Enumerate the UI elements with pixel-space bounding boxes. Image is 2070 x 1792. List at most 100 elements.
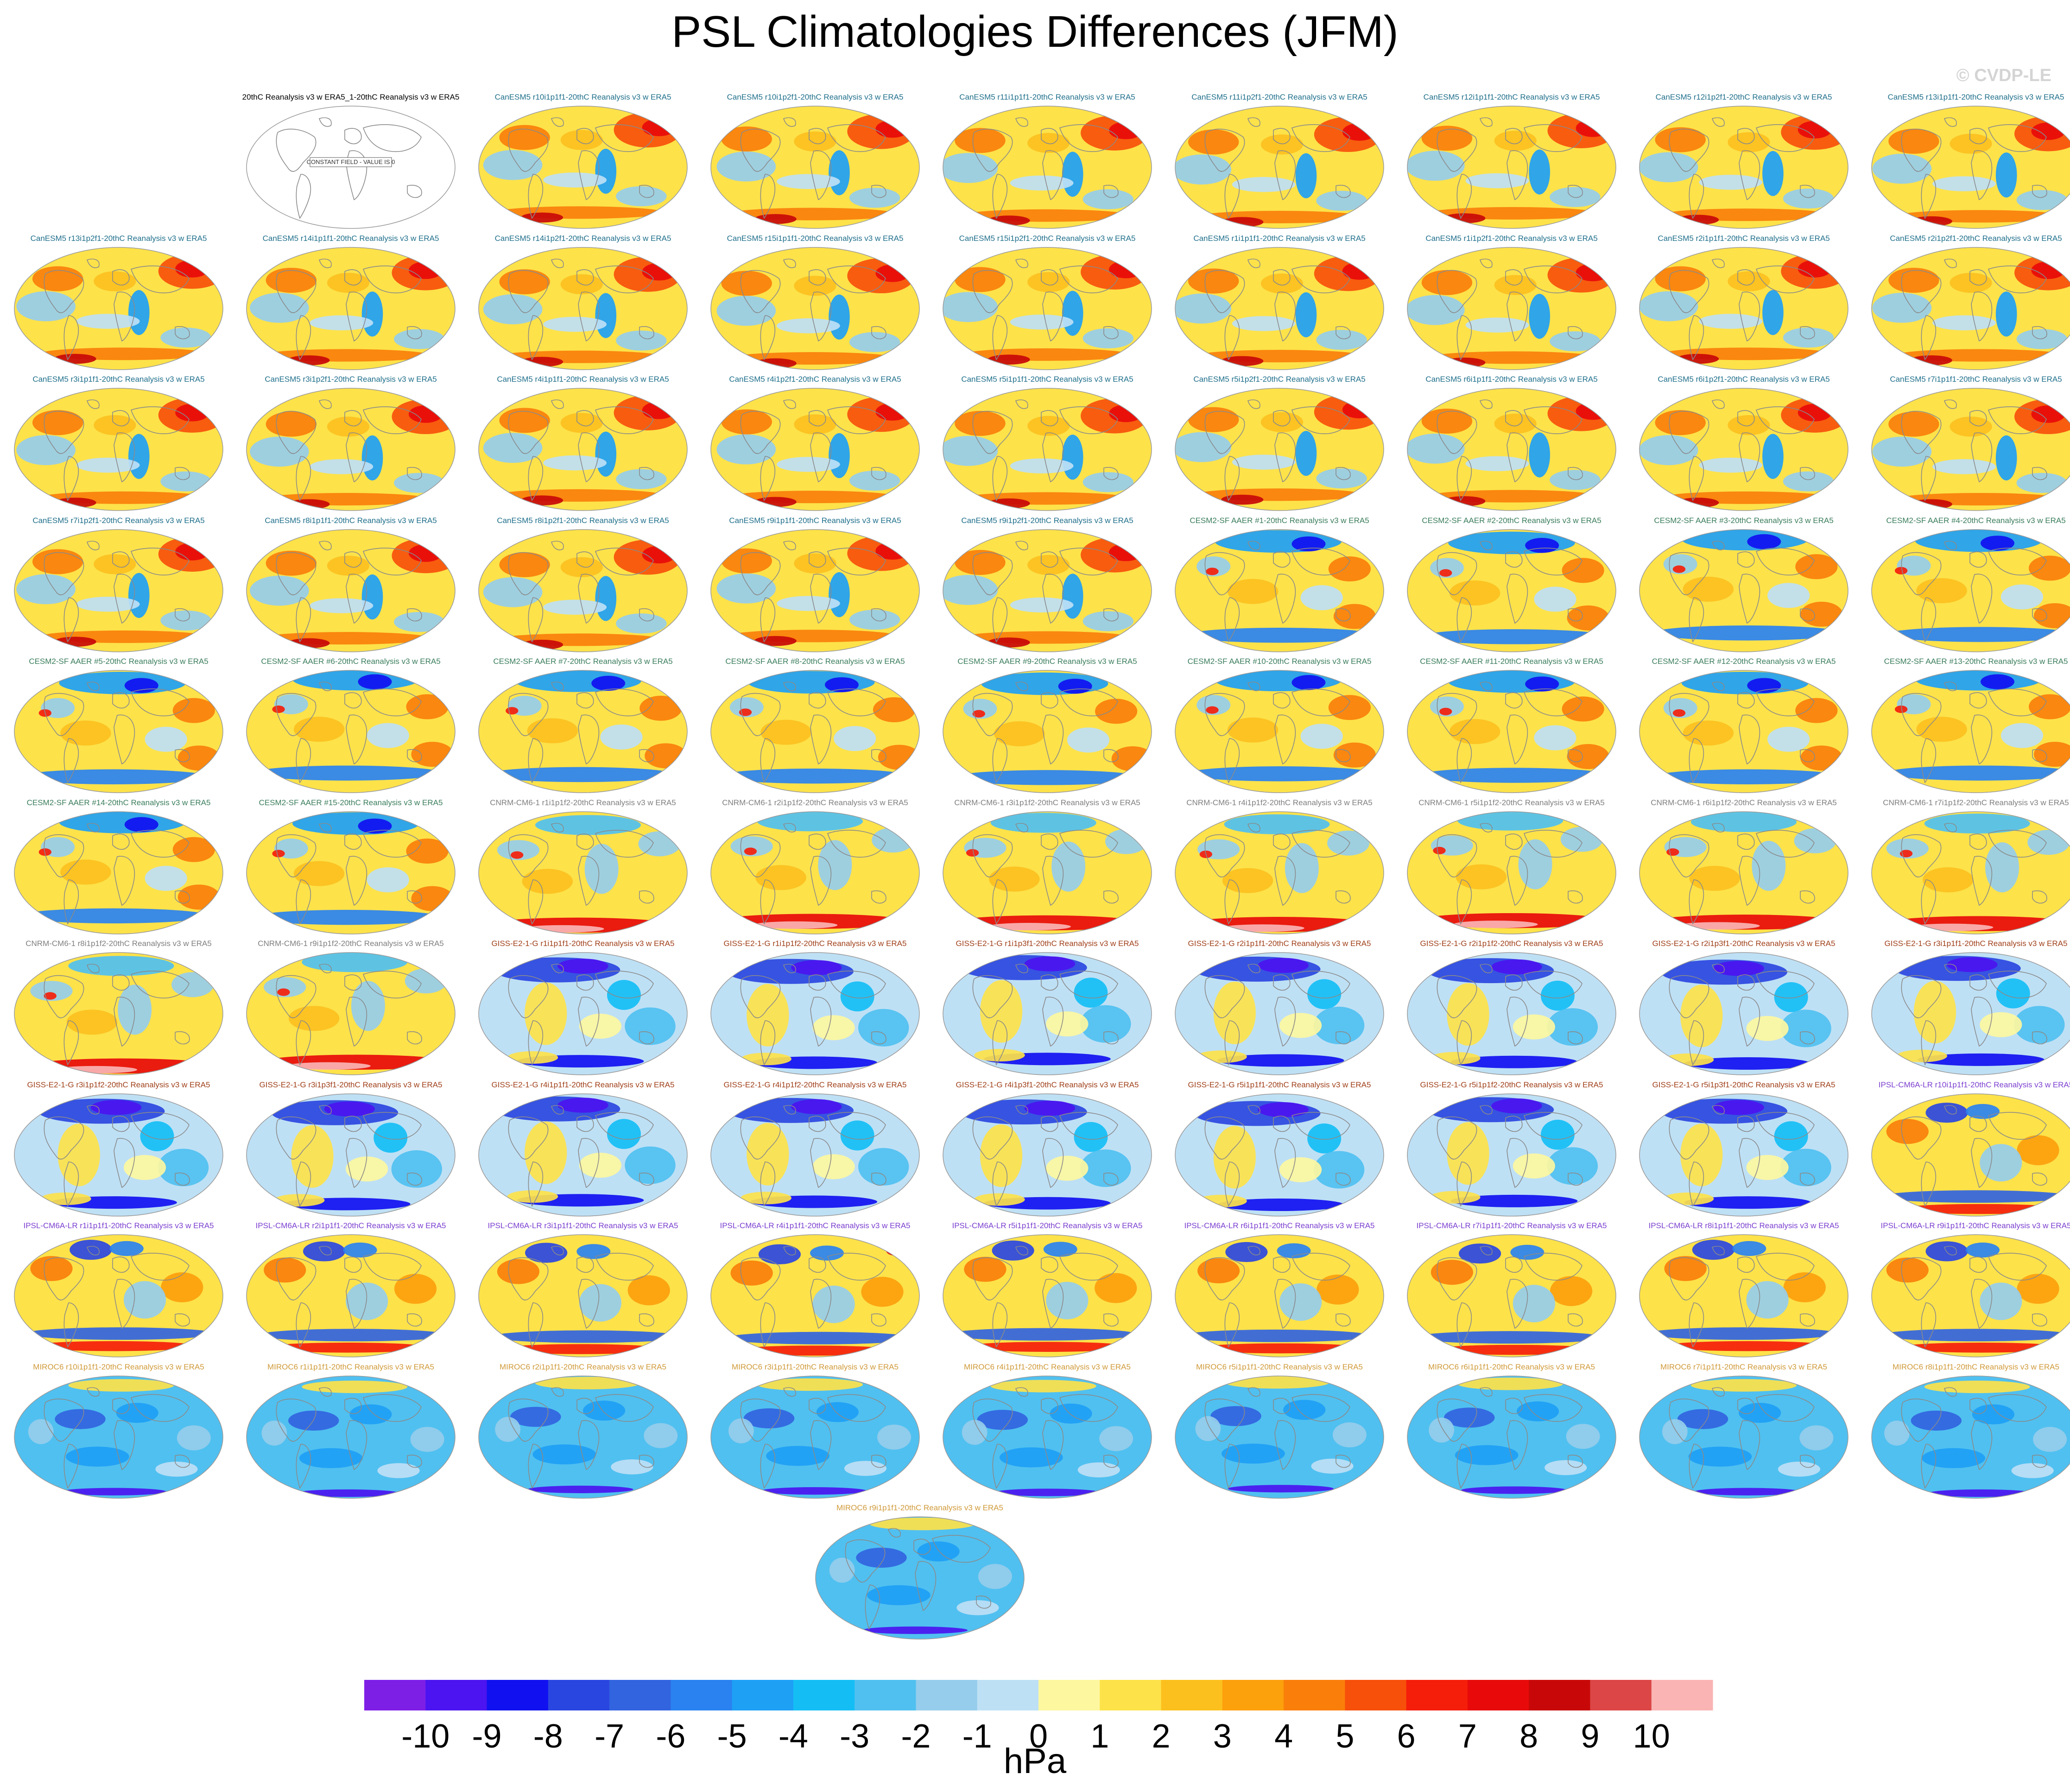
- map-panel: CanESM5 r11i1p1f1-20thC Reanalysis v3 w …: [931, 93, 1163, 232]
- map-panel: CanESM5 r1i1p1f1-20thC Reanalysis v3 w E…: [1164, 234, 1395, 373]
- map-panel: GISS-E2-1-G r5i1p3f1-20thC Reanalysis v3…: [1628, 1080, 1860, 1219]
- panel-title: CanESM5 r14i1p2f1-20thC Reanalysis v3 w …: [494, 233, 671, 243]
- map-plot: [478, 670, 688, 793]
- map-plot: [943, 1093, 1152, 1217]
- map-panel: IPSL-CM6A-LR r6i1p1f1-20thC Reanalysis v…: [1164, 1221, 1395, 1360]
- panel-title: CESM2-SF AAER #6-20thC Reanalysis v3 w E…: [261, 657, 441, 666]
- panel-title: CanESM5 r8i1p2f1-20thC Reanalysis v3 w E…: [497, 516, 669, 525]
- map-panel: CNRM-CM6-1 r1i1p1f2-20thC Reanalysis v3 …: [467, 798, 699, 937]
- panel-title: CanESM5 r11i1p2f1-20thC Reanalysis v3 w …: [1191, 93, 1367, 101]
- map-panel: CanESM5 r14i1p2f1-20thC Reanalysis v3 w …: [467, 234, 699, 373]
- map-plot: [943, 106, 1152, 229]
- map-panel: MIROC6 r7i1p1f1-20thC Reanalysis v3 w ER…: [1628, 1363, 1860, 1502]
- panel-title: CESM2-SF AAER #3-20thC Reanalysis v3 w E…: [1654, 516, 1834, 525]
- map-panel: CESM2-SF AAER #8-20thC Reanalysis v3 w E…: [699, 657, 931, 796]
- map-panel: IPSL-CM6A-LR r8i1p1f1-20thC Reanalysis v…: [1628, 1221, 1860, 1360]
- map-plot: [1175, 952, 1384, 1075]
- map-plot: [710, 670, 920, 793]
- panel-title: GISS-E2-1-G r1i1p3f1-20thC Reanalysis v3…: [956, 939, 1139, 948]
- map-panel: GISS-E2-1-G r3i1p1f2-20thC Reanalysis v3…: [3, 1080, 234, 1219]
- map-plot: [478, 811, 688, 934]
- map-plot: [1871, 529, 2070, 652]
- panel-title: GISS-E2-1-G r5i1p1f1-20thC Reanalysis v3…: [1188, 1080, 1371, 1089]
- map-plot: [1175, 106, 1384, 229]
- map-plot: [943, 670, 1152, 793]
- map-plot: [1175, 1234, 1384, 1357]
- map-panel: CanESM5 r10i1p2f1-20thC Reanalysis v3 w …: [699, 93, 931, 232]
- map-panel: GISS-E2-1-G r2i1p1f1-20thC Reanalysis v3…: [1164, 939, 1395, 1078]
- panel-title: CNRM-CM6-1 r4i1p1f2-20thC Reanalysis v3 …: [1186, 798, 1373, 807]
- map-panel: CESM2-SF AAER #15-20thC Reanalysis v3 w …: [235, 798, 467, 937]
- map-panel: CanESM5 r12i1p2f1-20thC Reanalysis v3 w …: [1628, 93, 1860, 232]
- map-panel: IPSL-CM6A-LR r2i1p1f1-20thC Reanalysis v…: [235, 1221, 467, 1360]
- map-panel: MIROC6 r6i1p1f1-20thC Reanalysis v3 w ER…: [1396, 1363, 1627, 1502]
- map-panel: CanESM5 r9i1p2f1-20thC Reanalysis v3 w E…: [931, 516, 1163, 655]
- map-panel: GISS-E2-1-G r3i1p1f1-20thC Reanalysis v3…: [1860, 939, 2070, 1078]
- panel-title: CanESM5 r13i1p2f1-20thC Reanalysis v3 w …: [30, 233, 207, 243]
- map-panel: GISS-E2-1-G r3i1p3f1-20thC Reanalysis v3…: [235, 1080, 467, 1219]
- map-panel: CanESM5 r2i1p1f1-20thC Reanalysis v3 w E…: [1628, 234, 1860, 373]
- panel-title: CanESM5 r15i1p1f1-20thC Reanalysis v3 w …: [727, 233, 904, 243]
- panel-title: MIROC6 r2i1p1f1-20thC Reanalysis v3 w ER…: [500, 1362, 666, 1371]
- panel-title: CanESM5 r6i1p1f1-20thC Reanalysis v3 w E…: [1425, 375, 1598, 384]
- panel-title: MIROC6 r5i1p1f1-20thC Reanalysis v3 w ER…: [1196, 1362, 1363, 1371]
- panel-title: IPSL-CM6A-LR r8i1p1f1-20thC Reanalysis v…: [1648, 1221, 1839, 1230]
- panel-title: CanESM5 r2i1p1f1-20thC Reanalysis v3 w E…: [1658, 233, 1830, 243]
- map-plot: [1639, 1234, 1848, 1357]
- panel-title: CESM2-SF AAER #13-20thC Reanalysis v3 w …: [1884, 657, 2068, 666]
- map-plot: [14, 246, 223, 370]
- map-panel: MIROC6 r4i1p1f1-20thC Reanalysis v3 w ER…: [931, 1363, 1163, 1502]
- map-plot: [943, 1375, 1152, 1499]
- map-plot: [1871, 1093, 2070, 1217]
- map-plot: [710, 246, 920, 370]
- map-plot: [943, 388, 1152, 511]
- map-plot: [943, 811, 1152, 934]
- map-plot: [1175, 811, 1384, 934]
- map-plot: [1175, 246, 1384, 370]
- panel-title: CNRM-CM6-1 r9i1p1f2-20thC Reanalysis v3 …: [258, 939, 444, 948]
- panel-title: CNRM-CM6-1 r3i1p1f2-20thC Reanalysis v3 …: [954, 798, 1140, 807]
- map-plot: [14, 670, 223, 793]
- panel-title: CanESM5 r15i1p2f1-20thC Reanalysis v3 w …: [959, 233, 1136, 243]
- map-panel: CanESM5 r13i1p1f1-20thC Reanalysis v3 w …: [1860, 93, 2070, 232]
- map-panel: CESM2-SF AAER #3-20thC Reanalysis v3 w E…: [1628, 516, 1860, 655]
- map-plot: [1639, 388, 1848, 511]
- map-plot: [478, 1093, 688, 1217]
- map-panel: CESM2-SF AAER #13-20thC Reanalysis v3 w …: [1860, 657, 2070, 796]
- panel-title: CanESM5 r2i1p2f1-20thC Reanalysis v3 w E…: [1890, 233, 2062, 243]
- panel-title: GISS-E2-1-G r4i1p1f2-20thC Reanalysis v3…: [723, 1080, 907, 1089]
- map-plot: [1639, 106, 1848, 229]
- map-panel: CanESM5 r4i1p2f1-20thC Reanalysis v3 w E…: [699, 375, 931, 514]
- panel-title: CanESM5 r13i1p1f1-20thC Reanalysis v3 w …: [1887, 93, 2064, 101]
- map-plot: [710, 388, 920, 511]
- map-panel: CESM2-SF AAER #10-20thC Reanalysis v3 w …: [1164, 657, 1395, 796]
- panel-title: GISS-E2-1-G r2i1p3f1-20thC Reanalysis v3…: [1652, 939, 1836, 948]
- map-panel: CanESM5 r8i1p1f1-20thC Reanalysis v3 w E…: [235, 516, 467, 655]
- map-plot: [710, 1375, 920, 1499]
- panel-title: CNRM-CM6-1 r8i1p1f2-20thC Reanalysis v3 …: [25, 939, 212, 948]
- map-panel: MIROC6 r8i1p1f1-20thC Reanalysis v3 w ER…: [1860, 1363, 2070, 1502]
- map-plot: [1175, 1375, 1384, 1499]
- map-plot: [1407, 1234, 1616, 1357]
- map-panel: CanESM5 r15i1p1f1-20thC Reanalysis v3 w …: [699, 234, 931, 373]
- map-plot: [710, 1234, 920, 1357]
- map-panel: GISS-E2-1-G r1i1p1f2-20thC Reanalysis v3…: [699, 939, 931, 1078]
- map-panel: CanESM5 r1i1p2f1-20thC Reanalysis v3 w E…: [1396, 234, 1627, 373]
- constant-field-note: CONSTANT FIELD - VALUE IS 0: [307, 158, 395, 165]
- map-plot: [815, 1516, 1025, 1640]
- map-plot: [943, 952, 1152, 1075]
- panel-title: CanESM5 r7i1p2f1-20thC Reanalysis v3 w E…: [32, 516, 205, 525]
- map-plot: [1175, 1093, 1384, 1217]
- map-plot: CONSTANT FIELD - VALUE IS 0: [246, 106, 456, 229]
- panel-title: GISS-E2-1-G r2i1p1f2-20thC Reanalysis v3…: [1420, 939, 1603, 948]
- panel-title: CNRM-CM6-1 r5i1p1f2-20thC Reanalysis v3 …: [1418, 798, 1605, 807]
- map-plot: [14, 388, 223, 511]
- map-panel: IPSL-CM6A-LR r3i1p1f1-20thC Reanalysis v…: [467, 1221, 699, 1360]
- map-plot: [246, 811, 456, 934]
- map-panel: CanESM5 r3i1p1f1-20thC Reanalysis v3 w E…: [3, 375, 234, 514]
- map-plot: [478, 246, 688, 370]
- panel-title: CanESM5 r14i1p1f1-20thC Reanalysis v3 w …: [262, 233, 439, 243]
- map-panel: CanESM5 r10i1p1f1-20thC Reanalysis v3 w …: [467, 93, 699, 232]
- panel-title: CESM2-SF AAER #1-20thC Reanalysis v3 w E…: [1190, 516, 1369, 525]
- map-plot: [246, 1375, 456, 1499]
